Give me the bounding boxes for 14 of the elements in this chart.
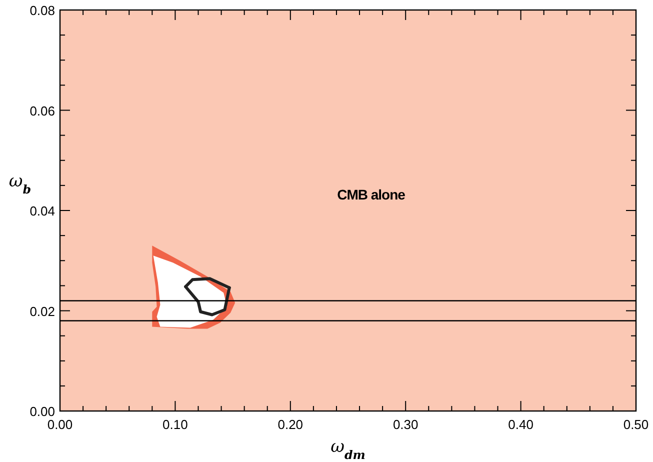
x-axis-title: ω$_{dm}$ [330,437,366,462]
y-tick-label: 0.08 [30,3,55,18]
x-tick-label: 0.10 [162,417,188,432]
y-tick-label: 0.00 [30,404,55,419]
x-tick-label: 0.30 [392,417,418,432]
annotation: CMB alone [337,186,406,202]
x-tick-label: 0.20 [278,417,304,432]
x-tick-label: 0.50 [623,417,649,432]
y-tick-label: 0.04 [30,204,55,218]
y-tick-label: 0.06 [30,103,55,118]
y-tick-label: 0.02 [30,304,55,319]
y-axis-title: ω$_{b}$ [8,172,32,196]
x-tick-label: 0.00 [47,417,73,432]
x-tick-label: 0.40 [508,417,534,432]
